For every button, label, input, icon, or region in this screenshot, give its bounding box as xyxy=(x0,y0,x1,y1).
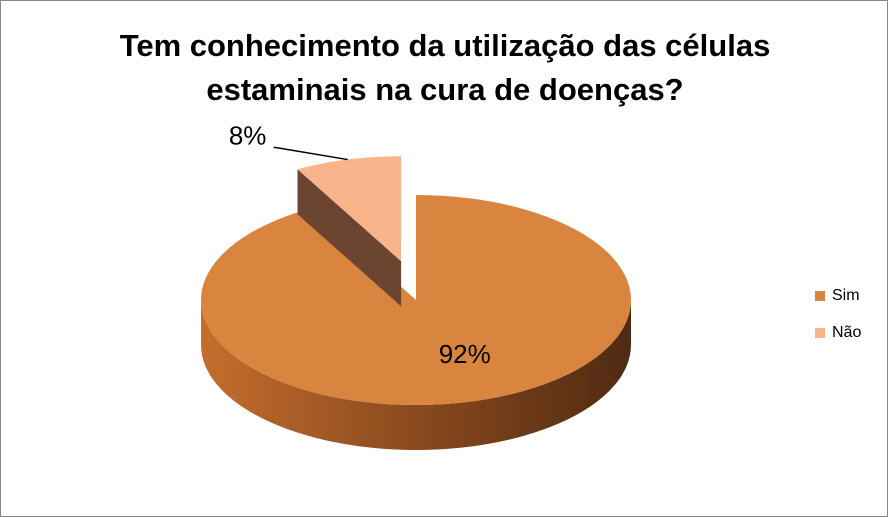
legend-label: Não xyxy=(832,324,861,341)
data-label: 8% xyxy=(229,120,267,150)
slice-cut-face xyxy=(297,169,402,307)
legend-swatch xyxy=(815,291,825,301)
pie-slice xyxy=(200,195,631,406)
legend-label: Sim xyxy=(832,287,860,304)
data-label: 92% xyxy=(439,339,491,369)
legend-swatch xyxy=(815,328,825,338)
chart-title: Tem conhecimento da utilização das célul… xyxy=(119,28,771,107)
leader-line xyxy=(273,146,348,161)
slice-side xyxy=(201,300,631,450)
pie-slice xyxy=(297,156,402,262)
